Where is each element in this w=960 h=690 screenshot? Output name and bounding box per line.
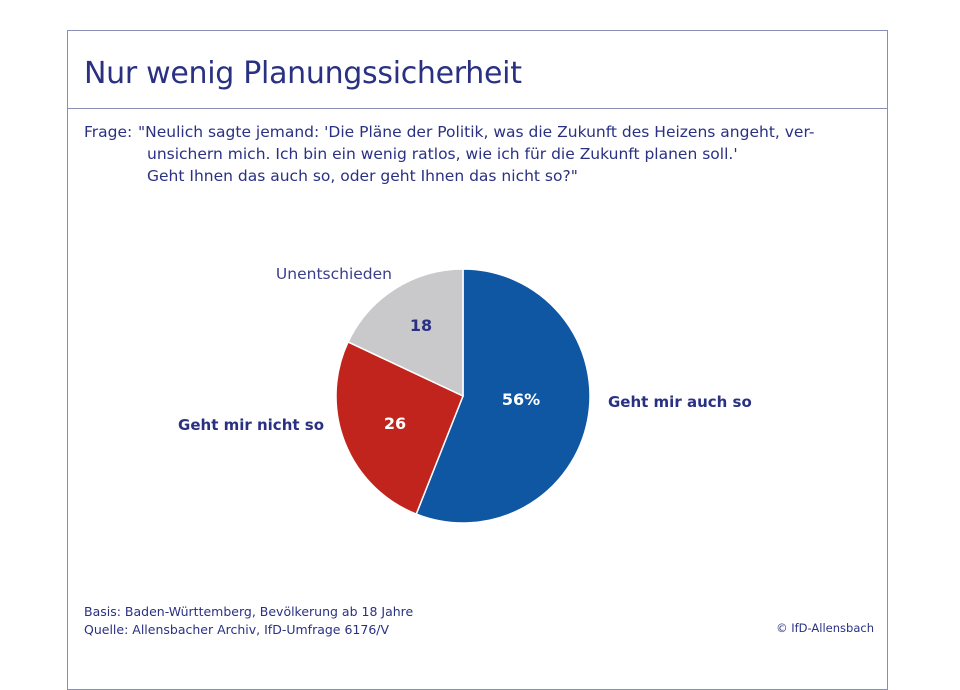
pie-slice-1	[415, 268, 591, 524]
question-line-2: unsichern mich. Ich bin ein wenig ratlos…	[147, 145, 738, 163]
slice-value-label-3: 18	[410, 316, 432, 335]
slice-category-label-3: Unentschieden	[276, 265, 392, 283]
pie-chart: 56% Geht mir auch so 26 Geht mir nicht so 18…	[178, 265, 752, 524]
slice-value-label-2: 26	[384, 414, 406, 433]
slice-value-label-1: 56%	[502, 390, 540, 409]
footer-source: Quelle: Allensbacher Archiv, IfD-Umfrage…	[84, 622, 390, 637]
title-divider	[67, 108, 888, 109]
chart-footer: Basis: Baden-Württemberg, Bevölkerung ab…	[84, 603, 413, 639]
chart-title: Nur wenig Planungssicherheit	[84, 56, 522, 91]
question-prefix: Frage:	[84, 123, 133, 141]
footer-basis: Basis: Baden-Württemberg, Bevölkerung ab…	[84, 604, 414, 619]
pie-slice-3	[347, 268, 464, 398]
slice-category-label-2: Geht mir nicht so	[178, 416, 324, 434]
copyright-notice: © IfD-Allensbach	[776, 621, 874, 635]
pie-slice-2	[335, 340, 464, 516]
slice-category-label-1: Geht mir auch so	[608, 393, 752, 411]
question-line-3: Geht Ihnen das auch so, oder geht Ihnen …	[147, 167, 578, 185]
question-line-1: "Neulich sagte jemand: 'Die Pläne der Po…	[138, 123, 815, 141]
